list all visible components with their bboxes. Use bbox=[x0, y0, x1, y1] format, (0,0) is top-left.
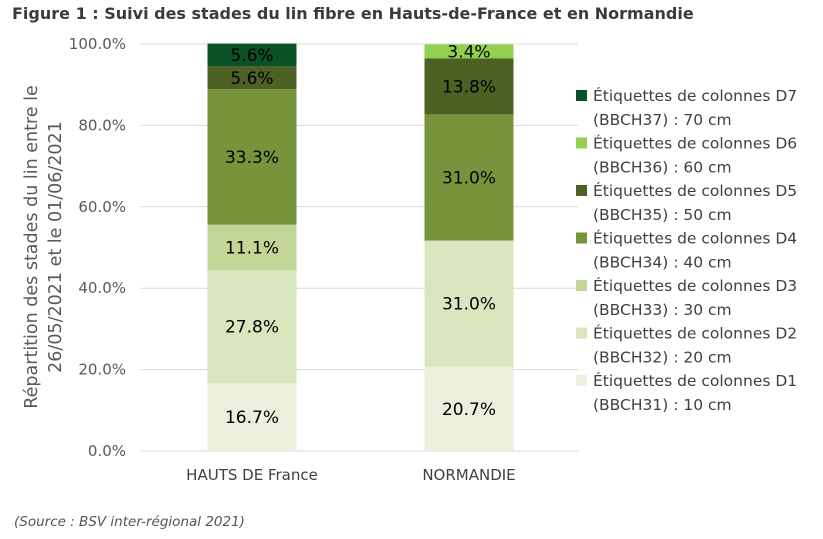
legend-swatch bbox=[576, 185, 587, 196]
data-label: 31.0% bbox=[442, 295, 496, 315]
legend-swatch bbox=[576, 280, 587, 291]
legend-item: Étiquettes de colonnes D6 (BBCH36) : 60 c… bbox=[576, 134, 797, 177]
data-label: 27.8% bbox=[225, 317, 279, 337]
bar-segment bbox=[424, 114, 514, 241]
y-axis-title-line: 26/05/2021 et le 01/06/2021 bbox=[46, 121, 66, 373]
data-label: 31.0% bbox=[442, 168, 496, 188]
bar-segment bbox=[207, 89, 297, 225]
figure-title: Figure 1 : Suivi des stades du lin fibre… bbox=[12, 4, 694, 23]
legend-item: Étiquettes de colonnes D7 (BBCH37) : 70 c… bbox=[576, 86, 797, 129]
legend-label: Étiquettes de colonnes D1 bbox=[593, 371, 797, 390]
bar-segment bbox=[424, 366, 514, 451]
y-axis-ticks: 0.0% 20.0% 40.0% 60.0% 80.0% 100.0% bbox=[69, 35, 126, 460]
legend-swatch bbox=[576, 137, 587, 149]
legend-label: (BBCH35) : 50 cm bbox=[593, 206, 732, 224]
bar-segment bbox=[207, 269, 297, 384]
y-tick-label: 60.0% bbox=[78, 198, 126, 216]
bar-segment bbox=[424, 240, 514, 367]
legend-item: Étiquettes de colonnes D5 (BBCH35) : 50 c… bbox=[576, 181, 797, 224]
legend-label: (BBCH32) : 20 cm bbox=[593, 349, 732, 367]
y-tick-label: 100.0% bbox=[69, 35, 126, 53]
legend-swatch bbox=[576, 232, 587, 244]
legend-label: Étiquettes de colonnes D4 bbox=[593, 229, 797, 248]
legend-label: (BBCH36) : 60 cm bbox=[593, 159, 732, 177]
legend-swatch bbox=[576, 327, 587, 339]
legend-item: Étiquettes de colonnes D2 (BBCH32) : 20 c… bbox=[576, 324, 797, 367]
y-tick-label: 20.0% bbox=[78, 361, 126, 379]
legend-label: Étiquettes de colonnes D5 bbox=[593, 181, 797, 200]
y-axis-title-line: Répartition des stades du lin entre le bbox=[22, 85, 42, 408]
bar-segment bbox=[207, 43, 297, 67]
legend-swatch bbox=[576, 90, 587, 101]
bar-stacks bbox=[207, 43, 514, 451]
data-label: 13.8% bbox=[442, 77, 496, 97]
legend-label: (BBCH34) : 40 cm bbox=[593, 254, 732, 272]
data-label: 33.3% bbox=[225, 148, 279, 168]
x-axis-categories: HAUTS DE France NORMANDIE bbox=[186, 466, 515, 484]
legend-label: Étiquettes de colonnes D7 bbox=[593, 86, 797, 105]
legend-item: Étiquettes de colonnes D4 (BBCH34) : 40 c… bbox=[576, 229, 797, 272]
legend-label: Étiquettes de colonnes D2 bbox=[593, 324, 797, 343]
legend-item: Étiquettes de colonnes D3 (BBCH33) : 30 c… bbox=[576, 276, 797, 319]
y-tick-label: 80.0% bbox=[78, 116, 126, 134]
data-label: 11.1% bbox=[225, 238, 279, 258]
legend: Étiquettes de colonnes D7 (BBCH37) : 70 c… bbox=[576, 86, 797, 414]
legend-item: Étiquettes de colonnes D1 (BBCH31) : 10 c… bbox=[576, 371, 797, 414]
x-category-label: NORMANDIE bbox=[422, 466, 515, 484]
source-note: (Source : BSV inter-régional 2021) bbox=[14, 514, 245, 530]
y-tick-label: 0.0% bbox=[88, 442, 126, 460]
y-axis-title: Répartition des stades du lin entre le 26… bbox=[22, 85, 66, 408]
stacked-bar-chart: 0.0% 20.0% 40.0% 60.0% 80.0% 100.0% 16.7% 27.8… bbox=[22, 35, 797, 484]
bar-segment bbox=[207, 224, 297, 270]
data-labels: 16.7% 27.8% 11.1% 33.3% 5.6% 5.6% 20.7% 31.0% 31… bbox=[225, 42, 496, 428]
bar-segment bbox=[207, 383, 297, 451]
legend-swatch bbox=[576, 375, 587, 386]
data-label: 20.7% bbox=[442, 400, 496, 420]
legend-label: (BBCH31) : 10 cm bbox=[593, 396, 732, 414]
data-label: 5.6% bbox=[230, 69, 273, 89]
legend-label: Étiquettes de colonnes D3 bbox=[593, 276, 797, 295]
x-category-label: HAUTS DE France bbox=[186, 466, 318, 484]
y-tick-label: 40.0% bbox=[78, 279, 126, 297]
data-label: 3.4% bbox=[447, 42, 490, 62]
bar-segment bbox=[207, 66, 297, 90]
legend-label: (BBCH33) : 30 cm bbox=[593, 301, 732, 319]
legend-label: (BBCH37) : 70 cm bbox=[593, 111, 732, 129]
legend-label: Étiquettes de colonnes D6 bbox=[593, 134, 797, 153]
data-label: 5.6% bbox=[230, 46, 273, 66]
bar-segment bbox=[424, 58, 514, 115]
bar-segment bbox=[424, 44, 514, 59]
data-label: 16.7% bbox=[225, 408, 279, 428]
